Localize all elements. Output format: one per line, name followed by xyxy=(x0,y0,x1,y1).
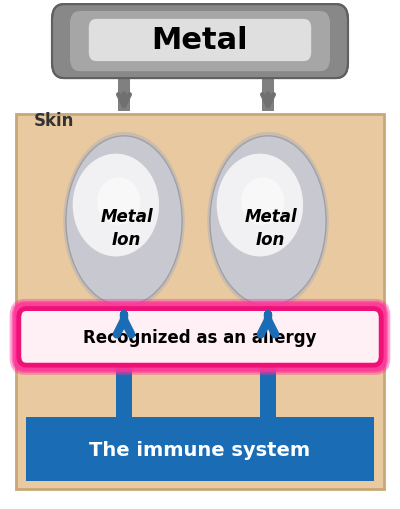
FancyBboxPatch shape xyxy=(89,20,311,62)
Text: The immune system: The immune system xyxy=(90,440,310,459)
FancyBboxPatch shape xyxy=(19,309,381,365)
Bar xyxy=(116,356,132,417)
Text: Ion: Ion xyxy=(112,231,141,249)
FancyBboxPatch shape xyxy=(16,115,384,489)
FancyBboxPatch shape xyxy=(70,12,330,72)
Text: Metal: Metal xyxy=(244,207,297,225)
Ellipse shape xyxy=(73,154,159,257)
Bar xyxy=(260,356,276,417)
Text: Metal: Metal xyxy=(152,26,248,55)
Bar xyxy=(26,417,374,481)
Text: Recognized as an allergy: Recognized as an allergy xyxy=(83,328,317,346)
Ellipse shape xyxy=(97,178,140,225)
Text: Metal: Metal xyxy=(100,207,153,225)
Ellipse shape xyxy=(63,133,185,310)
Ellipse shape xyxy=(66,136,182,306)
Ellipse shape xyxy=(217,154,303,257)
Text: Ion: Ion xyxy=(256,231,285,249)
Ellipse shape xyxy=(241,178,284,225)
Ellipse shape xyxy=(207,133,329,310)
Bar xyxy=(262,36,274,112)
Bar xyxy=(118,36,130,112)
Text: Skin: Skin xyxy=(34,112,74,130)
Ellipse shape xyxy=(210,136,326,306)
FancyBboxPatch shape xyxy=(52,5,348,79)
